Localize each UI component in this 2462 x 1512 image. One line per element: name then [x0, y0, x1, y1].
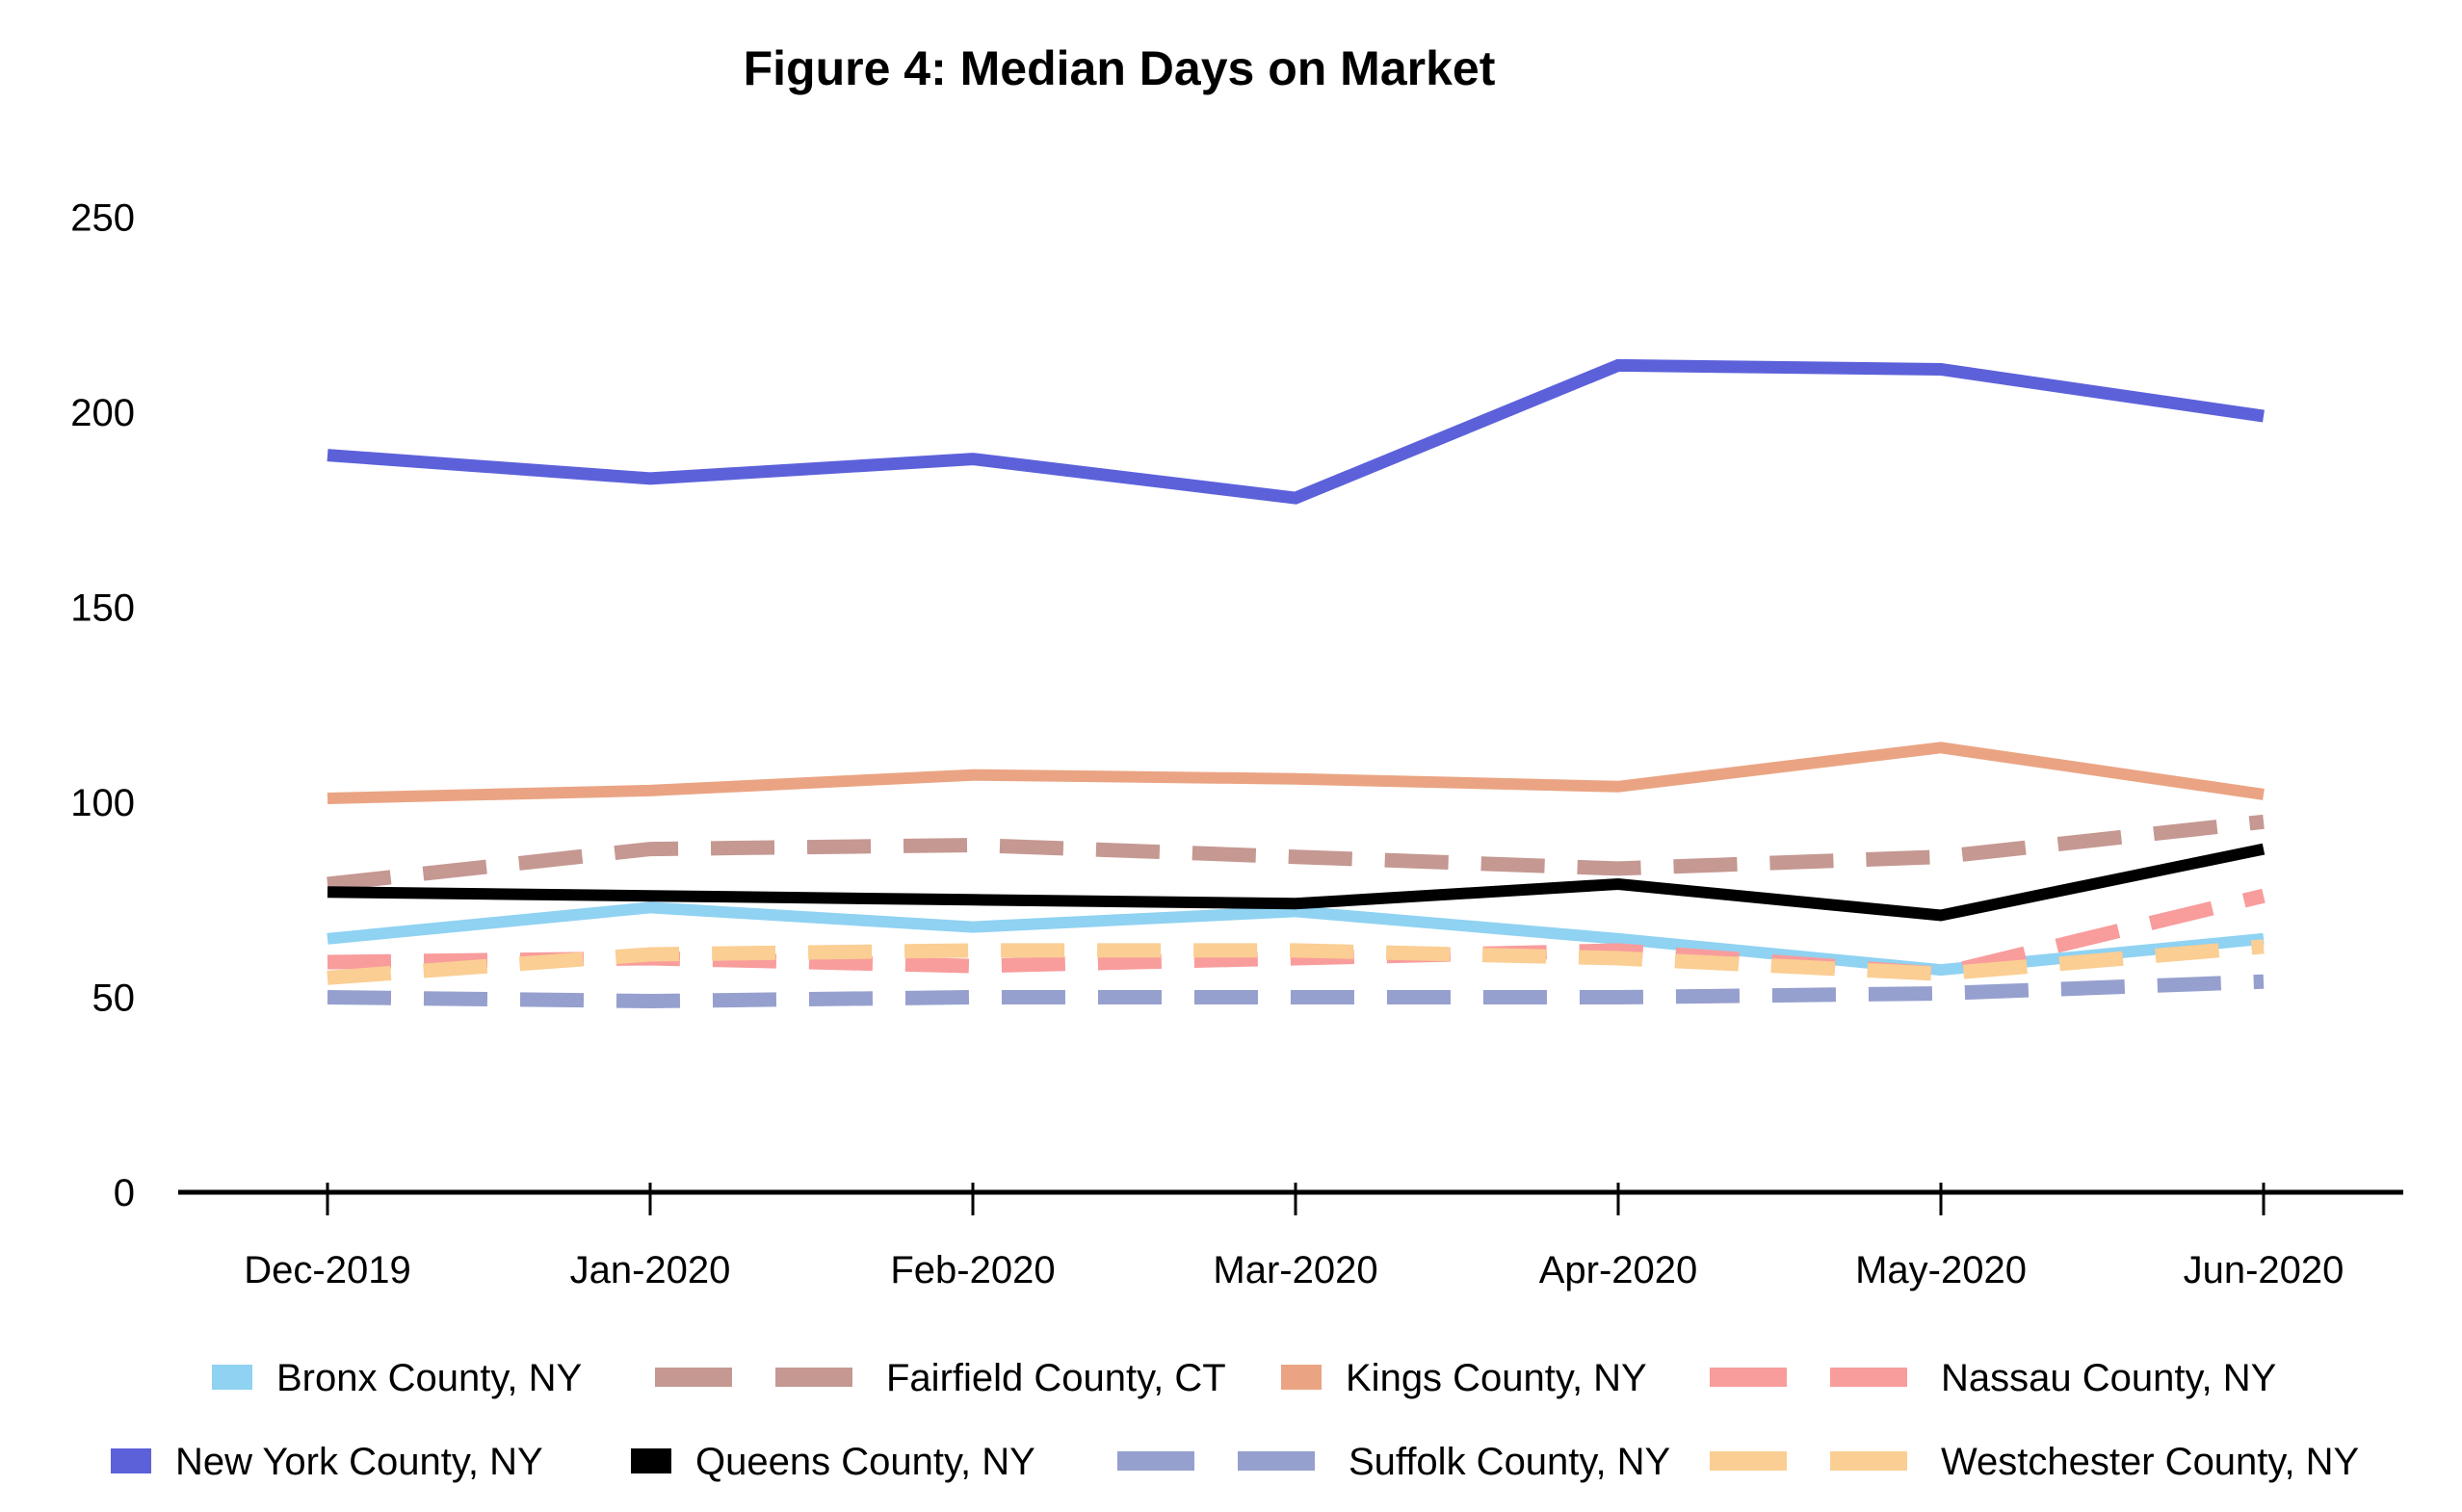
- legend-item-kings-county-ny: Kings County, NY: [1281, 1357, 1647, 1399]
- legend-label: Nassau County, NY: [1941, 1357, 2276, 1399]
- legend-label: Westchester County, NY: [1941, 1441, 2359, 1483]
- legend-item-nassau-county-ny: Nassau County, NY: [1710, 1357, 2276, 1399]
- plot-series: [327, 358, 2266, 1009]
- legend-label: New York County, NY: [175, 1441, 543, 1483]
- series-line-westchester-county-ny: [327, 939, 2265, 985]
- legend-swatch-dash: [1710, 1451, 1787, 1471]
- series-line-kings-county-ny: [327, 742, 2265, 804]
- x-tick-label: Apr-2020: [1539, 1249, 1698, 1291]
- legend-swatch-dash: [1830, 1368, 1907, 1387]
- series-line-fairfield-county-ct: [327, 814, 2265, 892]
- series-line-bronx-county-ny: [327, 901, 2265, 977]
- legend-swatch: [212, 1365, 252, 1390]
- legend-item-bronx-county-ny: Bronx County, NY: [212, 1357, 582, 1399]
- series-line-queens-county-ny: [327, 843, 2266, 922]
- legend-swatch: [631, 1448, 671, 1473]
- legend-label: Bronx County, NY: [276, 1357, 582, 1399]
- x-axis: Dec-2019 Jan-2020 Feb-2020 Mar-2020 Apr-2020…: [178, 1183, 2403, 1291]
- legend-label: Queens County, NY: [695, 1441, 1035, 1483]
- y-tick-label: 0: [114, 1172, 135, 1214]
- legend-item-fairfield-county-ct: Fairfield County, CT: [655, 1357, 1226, 1399]
- legend-label: Suffolk County, NY: [1349, 1441, 1670, 1483]
- x-tick-label: Feb-2020: [890, 1249, 1055, 1291]
- legend-item-new-york-county-ny: New York County, NY: [111, 1441, 543, 1483]
- legend-swatch-dash: [1117, 1451, 1194, 1471]
- y-tick-label: 150: [70, 587, 135, 630]
- x-tick-label: Dec-2019: [244, 1249, 410, 1291]
- y-tick-label: 100: [70, 782, 135, 824]
- legend-item-suffolk-county-ny: Suffolk County, NY: [1117, 1441, 1670, 1483]
- series-line-suffolk-county-ny: [327, 974, 2265, 1009]
- legend-item-queens-county-ny: Queens County, NY: [631, 1441, 1035, 1483]
- legend: Bronx County, NY Fairfield County, CT King…: [111, 1357, 2359, 1483]
- legend-swatch-dash: [655, 1368, 732, 1387]
- legend-swatch-dash: [1710, 1368, 1787, 1387]
- legend-swatch: [111, 1448, 151, 1473]
- legend-item-westchester-county-ny: Westchester County, NY: [1710, 1441, 2359, 1483]
- x-tick-label: Mar-2020: [1213, 1249, 1377, 1291]
- legend-swatch-dash: [1238, 1451, 1315, 1471]
- x-tick-label: May-2020: [1855, 1249, 2027, 1291]
- legend-label: Fairfield County, CT: [886, 1357, 1226, 1399]
- legend-label: Kings County, NY: [1346, 1357, 1647, 1399]
- legend-swatch: [1281, 1365, 1322, 1390]
- y-tick-label: 250: [70, 197, 135, 240]
- y-axis: 0 50 100 150 200 250: [70, 197, 135, 1215]
- series-line-new-york-county-ny: [327, 358, 2265, 505]
- legend-swatch-dash: [1830, 1451, 1907, 1471]
- legend-swatch-dash: [775, 1368, 852, 1387]
- chart-title: Figure 4: Median Days on Market: [744, 41, 1496, 95]
- x-tick-label: Jun-2020: [2184, 1249, 2344, 1291]
- y-tick-label: 200: [70, 392, 135, 434]
- y-tick-label: 50: [92, 978, 136, 1020]
- x-tick-label: Jan-2020: [570, 1249, 731, 1291]
